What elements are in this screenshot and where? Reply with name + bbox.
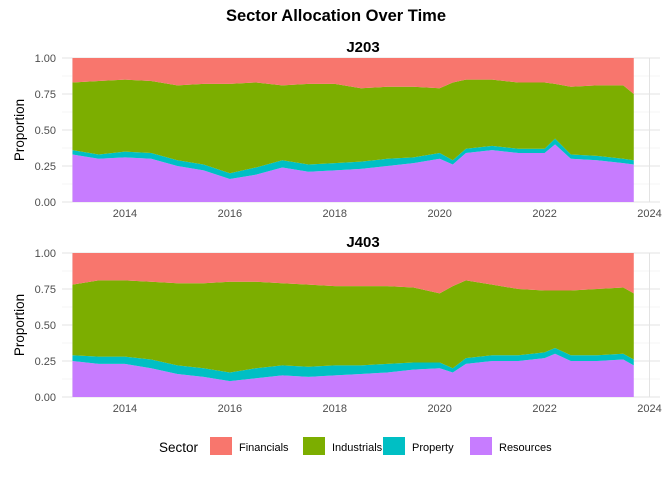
area-industrials — [72, 280, 634, 373]
legend-key-industrials — [303, 437, 325, 455]
legend-label-property: Property — [412, 442, 454, 454]
y-axis-title: Proportion — [12, 99, 27, 161]
legend-label-resources: Resources — [499, 442, 552, 454]
y-tick-label: 1.00 — [35, 248, 56, 260]
y-tick-label: 0.25 — [35, 161, 56, 173]
chart-title: Sector Allocation Over Time — [226, 7, 446, 25]
panel-j403: J403 0.00 0.25 0.50 0.75 1.00 2014 2016 2018 2020… — [12, 234, 662, 415]
area-property — [72, 138, 634, 179]
panel-title: J403 — [346, 234, 379, 251]
x-tick-label: 2020 — [427, 208, 451, 220]
x-tick-label: 2022 — [532, 403, 556, 415]
x-tick-label: 2020 — [427, 403, 451, 415]
y-tick-label: 0.75 — [35, 89, 56, 101]
y-tick-label: 0.25 — [35, 356, 56, 368]
y-axis-title: Proportion — [12, 294, 27, 356]
x-tick-label: 2024 — [637, 208, 661, 220]
panel-j203: J203 0.00 0.25 0.50 0.75 1.00 2014 2016 2018 2020… — [12, 39, 662, 220]
y-tick-label: 0.50 — [35, 125, 56, 137]
x-tick-label: 2014 — [113, 403, 137, 415]
x-tick-label: 2022 — [532, 208, 556, 220]
area-financials — [72, 253, 634, 294]
x-tick-label: 2024 — [637, 403, 661, 415]
legend-key-resources — [470, 437, 492, 455]
legend: Sector Financials Industrials Property Reso… — [159, 437, 552, 455]
legend-key-financials — [210, 437, 232, 455]
y-tick-label: 0.75 — [35, 284, 56, 296]
x-tick-label: 2018 — [323, 208, 347, 220]
x-tick-label: 2018 — [323, 403, 347, 415]
x-tick-label: 2016 — [218, 403, 242, 415]
legend-label-financials: Financials — [239, 442, 289, 454]
area-industrials — [72, 79, 634, 174]
area-property — [72, 348, 634, 382]
x-tick-label: 2014 — [113, 208, 137, 220]
panel-title: J203 — [346, 39, 379, 56]
area-resources — [72, 144, 634, 202]
y-tick-label: 0.50 — [35, 320, 56, 332]
area-resources — [72, 353, 634, 397]
y-tick-label: 0.00 — [35, 197, 56, 209]
legend-key-property — [383, 437, 405, 455]
y-tick-label: 0.00 — [35, 392, 56, 404]
area-financials — [72, 58, 634, 94]
x-tick-label: 2016 — [218, 208, 242, 220]
legend-title: Sector — [159, 440, 199, 455]
legend-label-industrials: Industrials — [332, 442, 383, 454]
y-tick-label: 1.00 — [35, 53, 56, 65]
